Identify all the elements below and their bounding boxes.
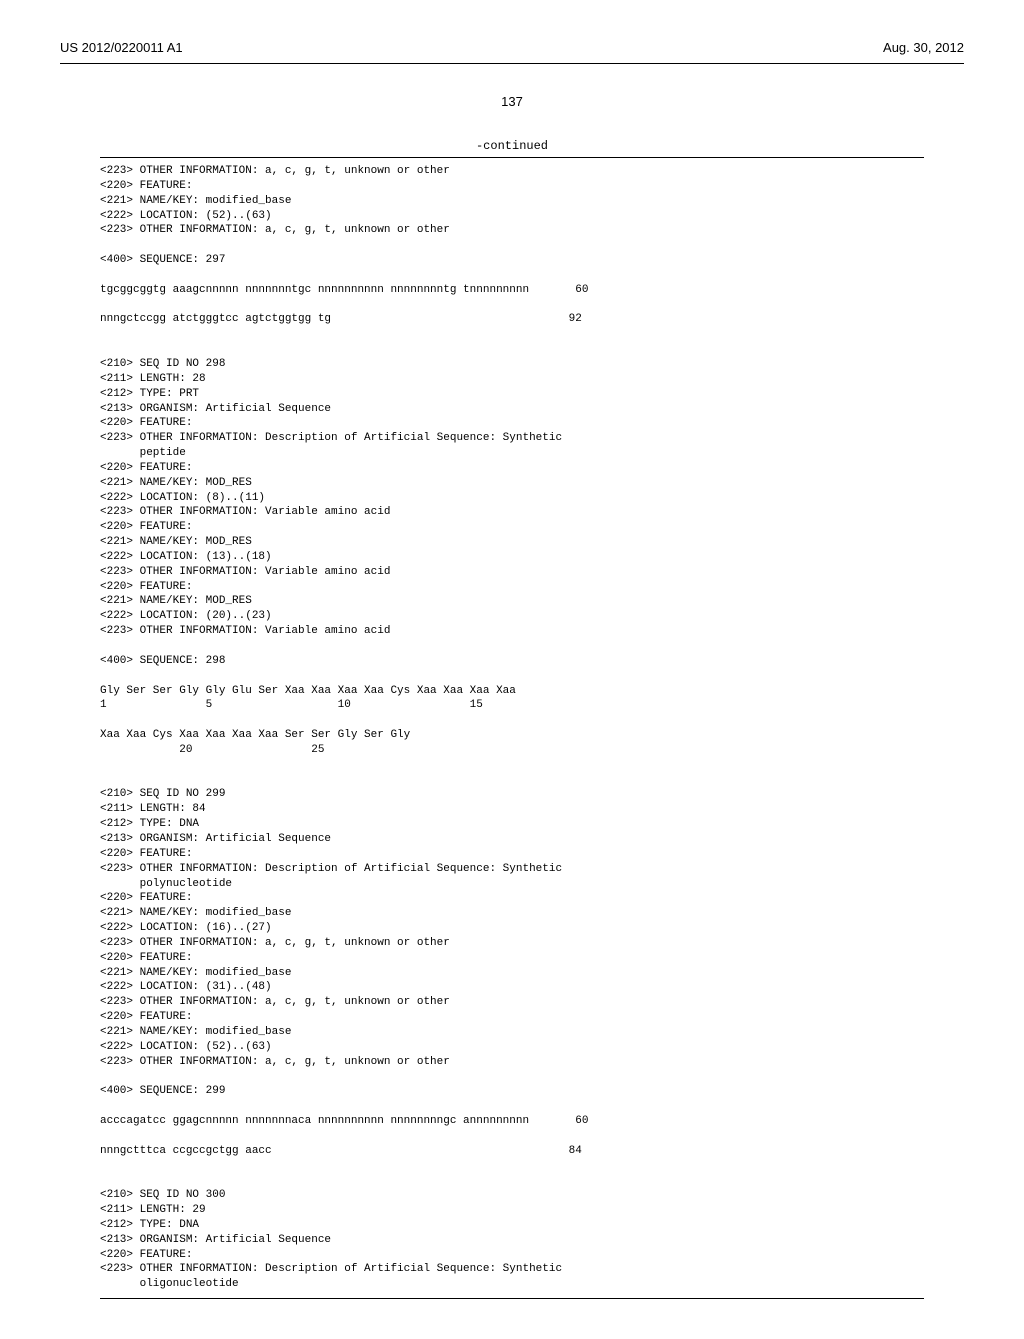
sequence-listing: <223> OTHER INFORMATION: a, c, g, t, unk… <box>100 157 924 1299</box>
doc-date: Aug. 30, 2012 <box>883 40 964 55</box>
page-header: US 2012/0220011 A1 Aug. 30, 2012 <box>60 40 964 55</box>
continued-label: -continued <box>60 139 964 153</box>
doc-id: US 2012/0220011 A1 <box>60 40 183 55</box>
page-number: 137 <box>60 94 964 109</box>
header-divider <box>60 63 964 64</box>
